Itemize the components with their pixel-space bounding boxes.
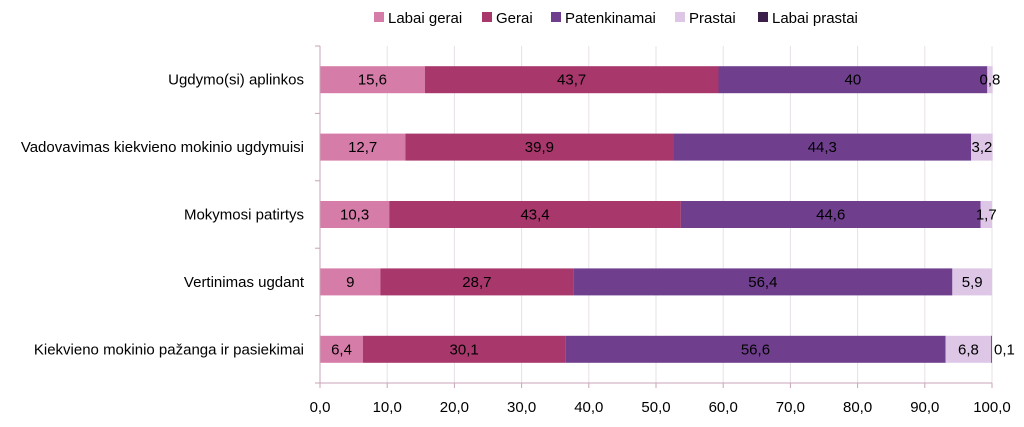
data-label: 44,3 [808, 139, 837, 156]
data-labels: 15,6 43,7 40 0,8 12,7 39,9 44,3 3,2 10,3 43,4 44,6… [331, 72, 1015, 359]
data-label: 1,7 [976, 207, 997, 224]
legend-swatch-patenkinamai [551, 12, 561, 22]
bar-segment-prastai [971, 133, 993, 161]
category-label: Mokymosi patirtys [184, 207, 304, 224]
bar-segment-labai-gerai [320, 133, 406, 161]
bar-segment-prastai [952, 268, 992, 296]
legend-swatch-labai-gerai [374, 12, 384, 22]
x-tick-label: 40,0 [574, 399, 603, 416]
legend-label-patenkinamai: Patenkinamai [565, 10, 656, 27]
data-label: 56,6 [741, 341, 770, 358]
category-label: Vertinimas ugdant [184, 274, 305, 291]
data-label: 39,9 [525, 139, 554, 156]
bars [320, 66, 993, 363]
x-tick-label: 100,0 [973, 399, 1011, 416]
legend-label-prastai: Prastai [689, 10, 736, 27]
data-label: 28,7 [462, 274, 491, 291]
bar-segment-patenkinamai [718, 66, 988, 94]
x-tick-label: 10,0 [373, 399, 402, 416]
category-label: Vadovavimas kiekvieno mokinio ugdymuisi [21, 139, 304, 156]
bar-segment-labai-gerai [320, 201, 390, 228]
data-label: 40 [845, 72, 862, 89]
legend-swatch-prastai [675, 12, 685, 22]
data-label: 5,9 [962, 274, 983, 291]
category-label: Kiekvieno mokinio pažanga ir pasiekimai [34, 341, 304, 358]
chart-legend: Labai gerai Gerai Patenkinamai Prastai Labai… [374, 10, 858, 27]
axes [315, 45, 993, 388]
legend-label-gerai: Gerai [496, 10, 533, 27]
bar-segment-gerai [405, 133, 674, 161]
bar-segment-prastai [980, 201, 992, 228]
bar-segment-labai-gerai [320, 335, 364, 363]
category-label: Ugdymo(si) aplinkos [168, 72, 304, 89]
data-label: 43,7 [557, 72, 586, 89]
data-label: 30,1 [450, 341, 479, 358]
data-label: 9 [346, 274, 354, 291]
legend-label-labai-gerai: Labai gerai [388, 10, 462, 27]
x-tick-label: 50,0 [641, 399, 670, 416]
x-tick-label: 80,0 [843, 399, 872, 416]
x-tick-label: 70,0 [776, 399, 805, 416]
x-tick-label: 90,0 [910, 399, 939, 416]
data-label: 12,7 [348, 139, 377, 156]
bar-segment-labai-prastai [991, 335, 992, 363]
bar-segment-patenkinamai [680, 201, 981, 228]
x-tick-label: 0,0 [310, 399, 331, 416]
legend-swatch-gerai [482, 12, 492, 22]
data-label: 15,6 [358, 72, 387, 89]
legend-swatch-labai-prastai [758, 12, 768, 22]
bar-segment-prastai [987, 66, 993, 94]
bar-segment-gerai [424, 66, 719, 94]
x-tick-label: 20,0 [440, 399, 469, 416]
bar-segment-gerai [389, 201, 681, 228]
data-label: 6,8 [958, 341, 979, 358]
data-label: 43,4 [520, 207, 549, 224]
bar-segment-prastai [945, 335, 992, 363]
data-label: 0,8 [980, 72, 1001, 89]
bar-segment-labai-gerai [320, 66, 425, 94]
data-label: 6,4 [331, 341, 352, 358]
bar-segment-gerai [363, 335, 566, 363]
legend-label-labai-prastai: Labai prastai [772, 10, 858, 27]
x-tick-labels: 0,0 10,0 20,0 30,0 40,0 50,0 60,0 70,0 80,0 90,0 1… [310, 399, 1011, 416]
data-label: 56,4 [748, 274, 777, 291]
x-tick-label: 60,0 [709, 399, 738, 416]
data-label: 44,6 [816, 207, 845, 224]
bar-segment-labai-gerai [320, 268, 381, 296]
data-label: 10,3 [340, 207, 369, 224]
category-labels: Ugdymo(si) aplinkos Vadovavimas kiekvieno… [21, 72, 305, 359]
data-label: 3,2 [971, 139, 992, 156]
bar-segment-patenkinamai [565, 335, 946, 363]
data-label: 0,1 [994, 341, 1015, 358]
bar-segment-gerai [380, 268, 574, 296]
x-tick-label: 30,0 [507, 399, 536, 416]
bar-segment-patenkinamai [673, 133, 972, 161]
bar-segment-patenkinamai [573, 268, 953, 296]
